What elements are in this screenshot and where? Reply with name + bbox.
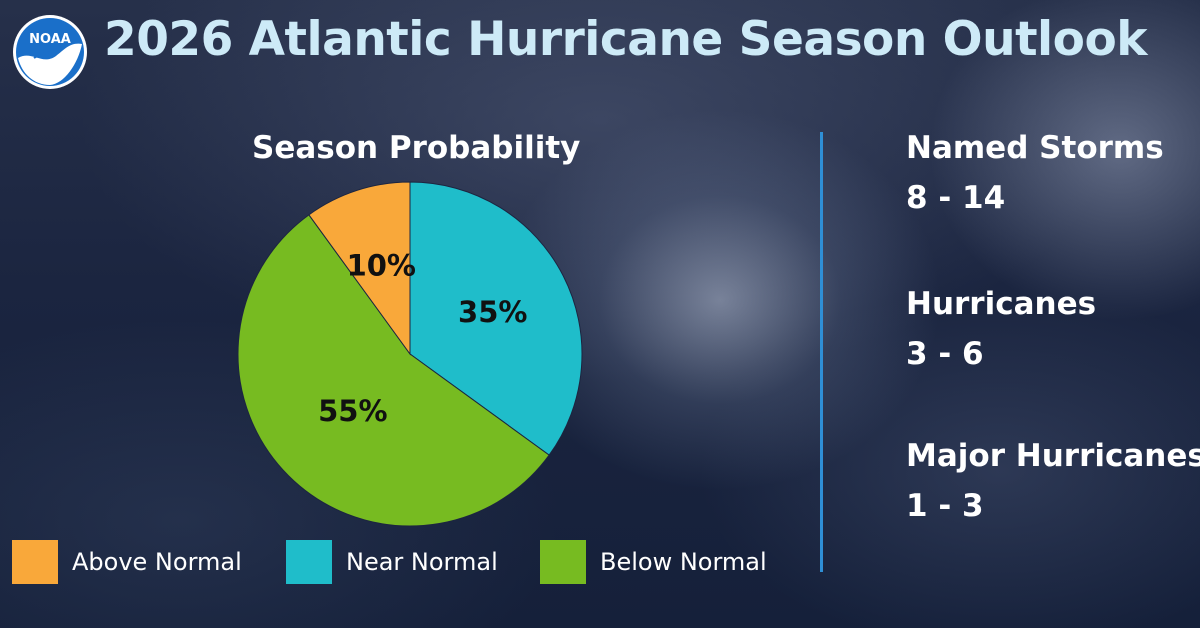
stat-major-hurricanes: Major Hurricanes 1 - 3 (906, 436, 1200, 526)
section-divider (820, 132, 823, 572)
page-title: 2026 Atlantic Hurricane Season Outlook (104, 12, 1148, 67)
pie-label-near-normal: 35% (458, 295, 527, 329)
pie-slice-below-normal (237, 214, 550, 527)
legend-label-below-normal: Below Normal (600, 548, 767, 576)
legend-label-near-normal: Near Normal (346, 548, 498, 576)
legend-label-above-normal: Above Normal (72, 548, 242, 576)
pie-slice-above-normal (308, 181, 411, 356)
probability-pie-chart: 35% 55% 10% (237, 181, 583, 527)
legend-swatch-above-normal (12, 540, 58, 584)
stat-named-storms: Named Storms 8 - 14 (906, 128, 1196, 218)
stat-value-named-storms: 8 - 14 (906, 180, 1006, 216)
stat-label-hurricanes: Hurricanes (906, 286, 1097, 322)
stat-label-named-storms: Named Storms (906, 130, 1164, 166)
legend-swatch-near-normal (286, 540, 332, 584)
stat-value-major-hurricanes: 1 - 3 (906, 488, 984, 524)
chart-legend: Above Normal Near Normal Below Normal (12, 540, 792, 588)
stat-label-major-hurricanes: Major Hurricanes (906, 438, 1200, 474)
stat-hurricanes: Hurricanes 3 - 6 (906, 284, 1196, 374)
chart-title: Season Probability (252, 130, 581, 166)
legend-item-below-normal: Below Normal (540, 540, 767, 584)
pie-slice-near-normal (409, 181, 583, 456)
legend-item-near-normal: Near Normal (286, 540, 498, 584)
pie-label-above-normal: 10% (347, 249, 416, 283)
legend-swatch-below-normal (540, 540, 586, 584)
legend-item-above-normal: Above Normal (12, 540, 242, 584)
svg-text:NOAA: NOAA (29, 32, 71, 47)
stat-value-hurricanes: 3 - 6 (906, 336, 984, 372)
noaa-logo: NOAA (13, 15, 87, 89)
pie-label-below-normal: 55% (318, 394, 387, 428)
